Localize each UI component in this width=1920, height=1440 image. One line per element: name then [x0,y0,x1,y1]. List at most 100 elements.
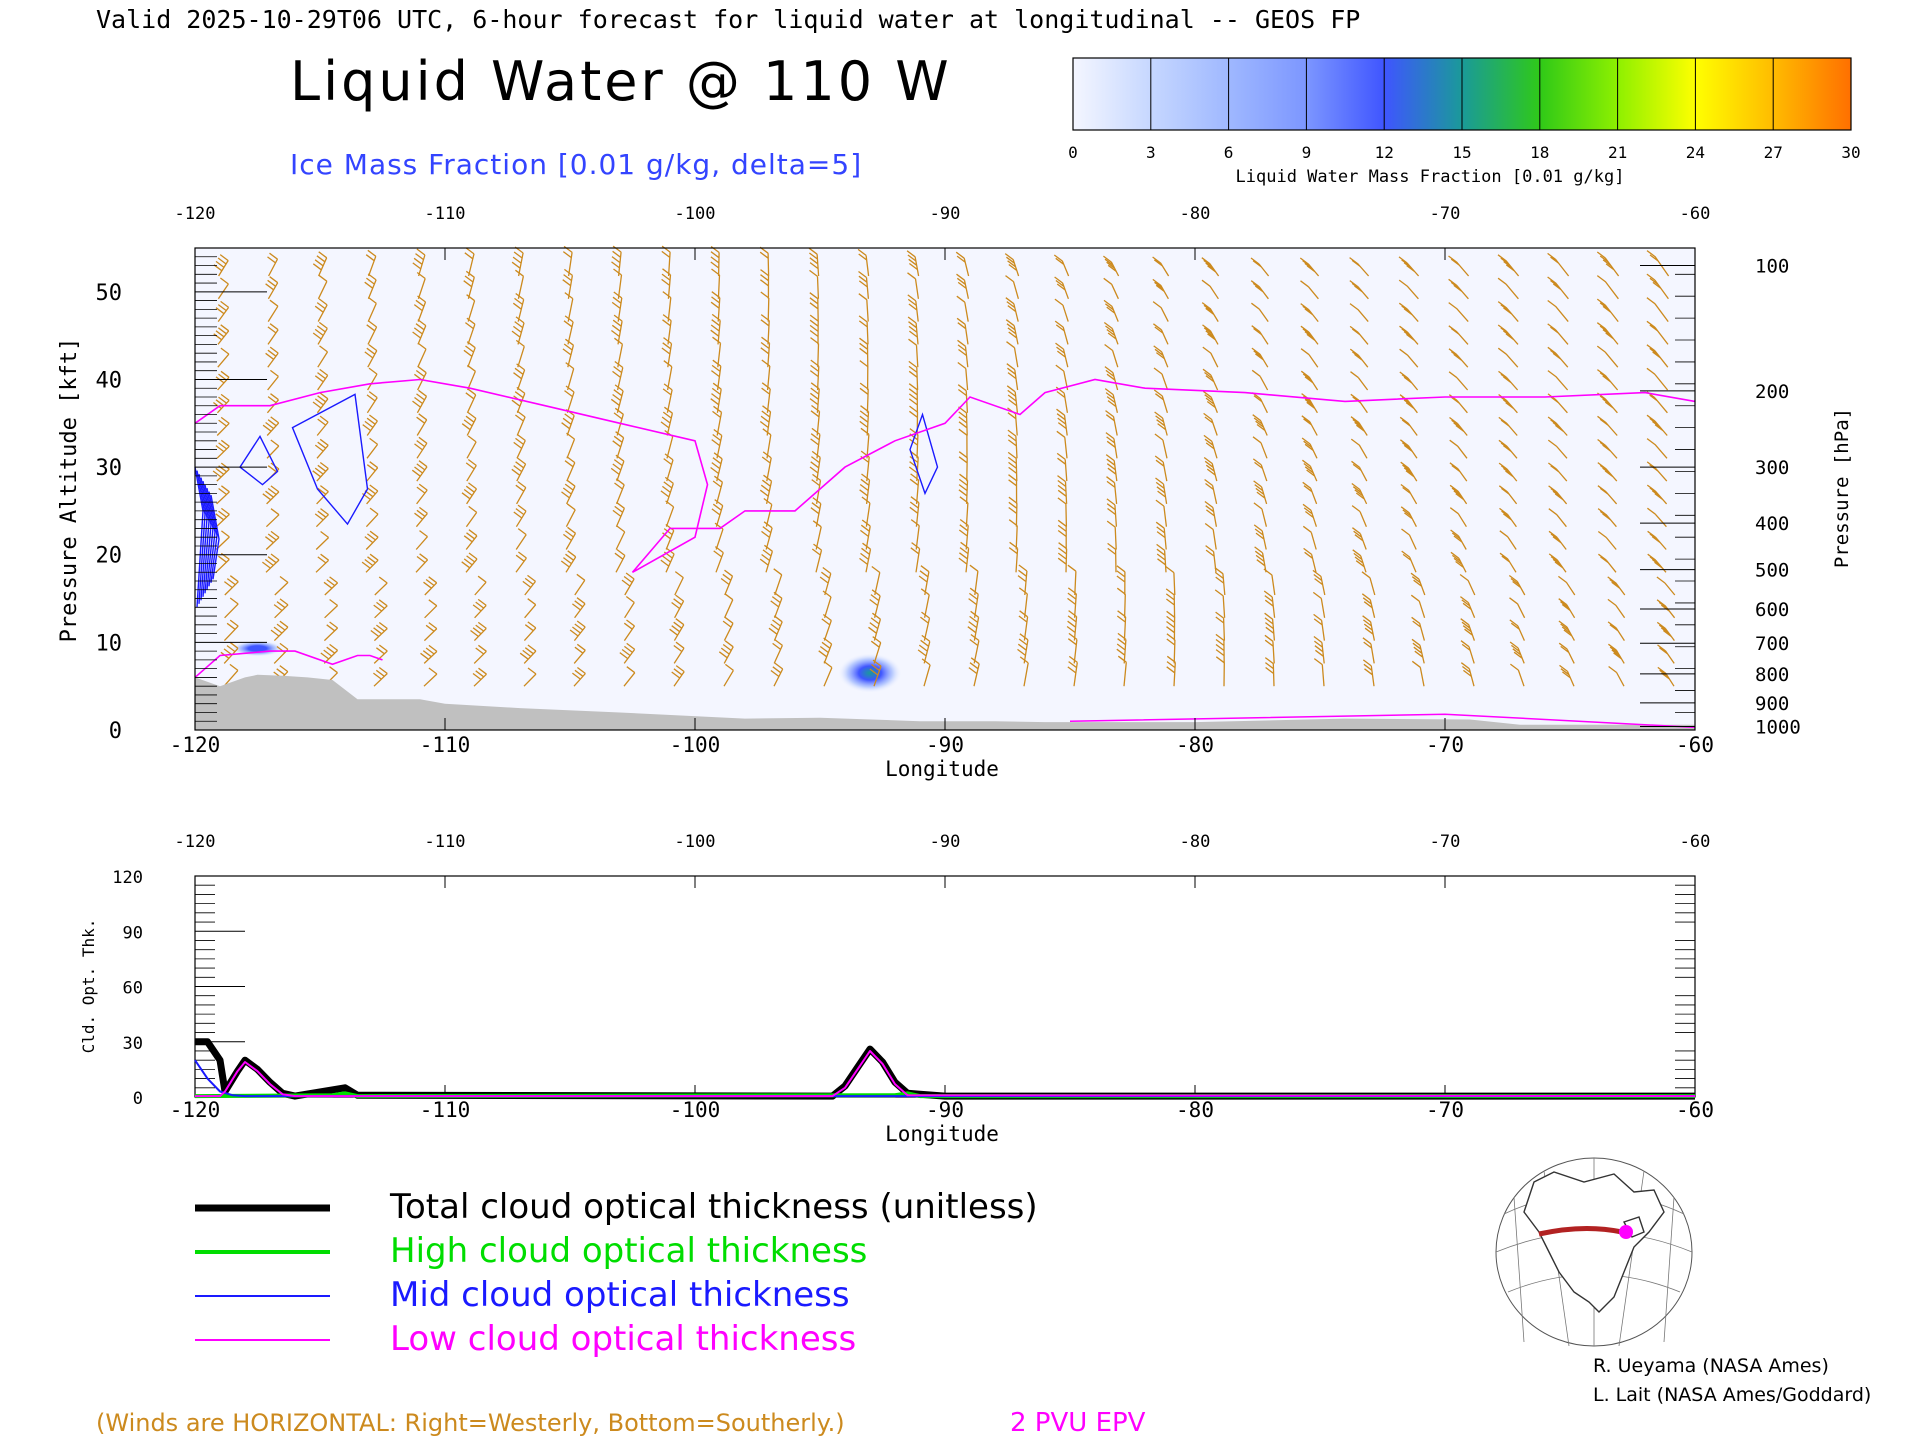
wind-barb [1656,576,1676,596]
wind-barb [1558,575,1576,596]
wind-barb [1153,367,1169,391]
wind-barb [267,252,279,277]
wind-barb [614,548,626,573]
pressure-tick-label: 1000 [1755,716,1801,738]
x-tick-label-top: -80 [1180,204,1211,224]
wind-barb [1558,598,1576,619]
otk-y-tick-label: 90 [123,923,143,943]
wind-barb [1547,370,1569,391]
otk-x-tick-label-bottom: -110 [420,1098,471,1122]
wind-barb [710,291,721,322]
wind-barb [1399,416,1418,436]
wind-barb [1153,389,1169,413]
cross-section-panel: -120 -120 -110 -110 -100 -100 -90 -90 -80 -80 -70 -… [96,204,1801,757]
wind-barb [613,268,623,299]
wind-barb [367,296,377,322]
wind-barb [519,644,537,664]
wind-barb [811,543,823,573]
wind-barb [661,268,672,299]
wind-barb [1300,370,1319,391]
x-tick-label-bottom: -80 [1176,733,1214,757]
wind-barb [1657,666,1675,687]
wind-barb [523,667,537,687]
optical-thickness-panel: 0 30 60 90 120 -120 -120 -110 -110 -100 -100 -90 -90… [112,832,1714,1122]
x-tick-label-bottom: -60 [1676,733,1714,757]
wind-barb [1607,621,1625,641]
wind-barb [217,347,230,368]
wind-barb [612,431,625,459]
wind-barb [958,518,969,550]
wind-barb [1411,616,1426,641]
wind-barb [1449,416,1468,436]
wind-barb [763,497,773,527]
wind-barb [1460,618,1476,641]
otk-x-tick-label-bottom: -90 [926,1098,964,1122]
pressure-tick-label: 500 [1755,560,1789,582]
colorbar-tick-label: 21 [1608,143,1627,162]
wind-barb [1547,252,1570,277]
colorbar-segment [1539,58,1619,130]
wind-barb [1350,416,1368,436]
wind-barb [869,659,882,687]
wind-barb [1251,347,1269,368]
wind-barb [1302,459,1318,482]
wind-barb [1202,390,1219,414]
wind-barb [320,643,339,664]
wind-barb [1460,662,1475,687]
y-tick-label: 0 [109,719,122,744]
wind-barb [857,248,870,277]
wind-barb [415,530,428,550]
wind-barb [809,292,819,322]
wind-barb [463,529,478,550]
wind-barb [1152,301,1169,322]
wind-barb [416,271,426,300]
wind-barb [1498,416,1518,436]
wind-barb [811,473,822,505]
wind-barb [366,437,379,459]
wind-barb [1510,663,1525,687]
wind-barb [415,553,429,573]
wind-barb [1410,572,1426,596]
wind-barb [1264,612,1276,641]
otk-x-tick-label-top: -110 [425,832,466,852]
wind-barb [1253,524,1267,550]
otk-x-tick-label-bottom: -120 [170,1098,221,1122]
colorbar-tick-label: 30 [1841,143,1860,162]
wind-barb [367,367,378,391]
otk-x-axis-label: Longitude [885,1122,999,1146]
wind-barb [1547,416,1568,436]
wind-barb [623,619,636,641]
wind-barb [810,427,821,459]
wind-barb [1106,520,1117,550]
wind-barb [1204,500,1218,527]
wind-barb [1598,553,1617,573]
ice-contour-closed [909,412,939,496]
wind-barb [621,572,635,596]
wind-barb [1203,434,1218,459]
pressure-tick-label: 200 [1755,381,1789,403]
wind-barb [364,344,378,368]
wind-barb [1362,637,1375,664]
wind-barb [612,501,625,527]
wind-barb [1300,280,1319,300]
wind-barb [215,507,230,528]
wind-barb [1303,547,1317,573]
wind-barb [759,544,774,573]
wind-barb [768,615,783,641]
wind-barb [1448,278,1469,300]
wind-barb [858,270,870,299]
wind-barb [424,599,438,619]
wind-barb [660,476,674,505]
wind-barb [1301,415,1318,436]
wind-barb [809,382,820,413]
wind-barb [810,337,820,368]
wind-barb [859,473,871,504]
x-tick-label-bottom: -70 [1426,733,1464,757]
wind-barb [968,587,979,618]
valid-time-line: Valid 2025-10-29T06 UTC, 6-hour forecast… [96,5,1360,34]
wind-barb [615,525,626,550]
wind-barb [1497,324,1519,345]
wind-barb [1204,478,1218,505]
wind-barb [870,636,882,664]
wind-barb [1056,430,1068,459]
